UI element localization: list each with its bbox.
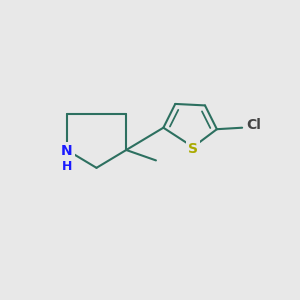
Text: N: N xyxy=(61,145,73,158)
Text: Cl: Cl xyxy=(247,118,262,132)
Text: S: S xyxy=(188,142,198,155)
Text: H: H xyxy=(61,160,72,173)
